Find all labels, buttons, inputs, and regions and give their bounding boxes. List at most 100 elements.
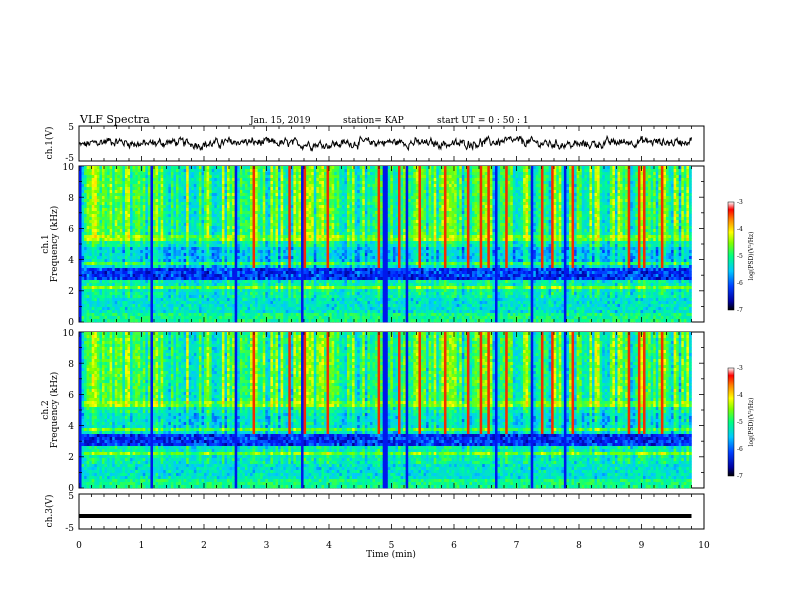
spectrogram-cell: [224, 169, 227, 172]
spectrogram-cell: [105, 196, 108, 199]
spectrogram-cell: [209, 199, 212, 202]
spectrogram-cell: [130, 217, 133, 220]
spectrogram-cell: [212, 253, 215, 256]
spectrogram-cell: [173, 319, 176, 322]
spectrogram-cell: [181, 184, 184, 187]
spectrogram-cell: [186, 202, 189, 205]
spectrogram-cell: [89, 253, 92, 256]
spectrogram-cell: [207, 238, 210, 241]
spectrogram-cell: [156, 280, 159, 283]
spectrogram-cell: [171, 223, 174, 226]
spectrogram-cell: [112, 190, 115, 193]
spectrogram-cell: [84, 166, 87, 169]
spectrogram-cell: [194, 208, 197, 211]
spectrogram-cell: [153, 289, 156, 292]
spectrogram-cell: [84, 241, 87, 244]
spectrogram-cell: [161, 190, 164, 193]
spectrogram-cell: [161, 262, 164, 265]
spectrogram-cell: [202, 223, 205, 226]
spectrogram-cell: [156, 208, 159, 211]
spectrogram-cell: [179, 214, 182, 217]
spectrogram-cell: [217, 208, 220, 211]
spectrogram-cell: [115, 274, 118, 277]
spectrogram-cell: [245, 286, 248, 289]
spectrogram-cell: [212, 310, 215, 313]
spectrogram-cell: [120, 256, 123, 259]
spectrogram-cell: [130, 205, 133, 208]
spectrogram-cell: [135, 190, 138, 193]
spectrogram-cell: [232, 229, 235, 232]
spectrogram-cell: [112, 241, 115, 244]
spectrogram-cell: [102, 265, 105, 268]
spectrogram-cell: [138, 262, 141, 265]
spectrogram-cell: [207, 310, 210, 313]
spectrogram-cell: [156, 190, 159, 193]
spectrogram-cell: [135, 316, 138, 319]
spectrogram-cell: [99, 292, 102, 295]
spectrogram-cell: [79, 250, 82, 253]
spectrogram-cell: [79, 316, 82, 319]
spectrogram-cell: [230, 301, 233, 304]
spectrogram-cell: [153, 286, 156, 289]
spectrogram-cell: [145, 316, 148, 319]
spectrogram-cell: [219, 196, 222, 199]
spectrogram-cell: [209, 286, 212, 289]
spectrogram-cell: [173, 214, 176, 217]
spectrogram-cell: [158, 283, 161, 286]
spectrogram-cell: [219, 316, 222, 319]
spectrogram-cell: [140, 265, 143, 268]
spectrogram-cell: [219, 289, 222, 292]
spectrogram-cell: [84, 169, 87, 172]
spectrogram-cell: [240, 238, 243, 241]
spectrogram-cell: [79, 175, 82, 178]
spectrogram-cell: [130, 178, 133, 181]
spectrogram-cell: [219, 262, 222, 265]
spectrogram-cell: [196, 223, 199, 226]
spectrogram-cell: [143, 223, 146, 226]
spectrogram-cell: [214, 298, 217, 301]
spectrogram-cell: [196, 238, 199, 241]
spectrogram-cell: [217, 187, 220, 190]
spectrogram-cell: [232, 211, 235, 214]
spectrogram-cell: [224, 205, 227, 208]
spectrogram-cell: [150, 184, 153, 187]
spectrogram-cell: [140, 205, 143, 208]
spectrogram-cell: [235, 166, 238, 169]
spectrogram-cell: [153, 319, 156, 322]
spectrogram-cell: [245, 256, 248, 259]
spectrogram-cell: [82, 301, 85, 304]
spectrogram-cell: [105, 283, 108, 286]
spectrogram-cell: [156, 307, 159, 310]
spectrogram-cell: [240, 262, 243, 265]
spectrogram-cell: [135, 283, 138, 286]
spectrogram-cell: [189, 172, 192, 175]
spectrogram-cell: [222, 310, 225, 313]
spectrogram-cell: [82, 238, 85, 241]
spectrogram-cell: [191, 232, 194, 235]
spectrogram-cell: [117, 238, 120, 241]
spectrogram-cell: [156, 301, 159, 304]
spectrogram-cell: [135, 205, 138, 208]
spectrogram-cell: [207, 235, 210, 238]
spectrogram-cell: [199, 250, 202, 253]
spectrogram-cell: [145, 166, 148, 169]
spectrogram-cell: [133, 259, 136, 262]
spectrogram-cell: [166, 289, 169, 292]
spectrogram-cell: [84, 271, 87, 274]
spectrogram-cell: [143, 256, 146, 259]
spectrogram-cell: [87, 169, 90, 172]
spectrogram-cell: [150, 247, 153, 250]
spectrogram-cell: [120, 307, 123, 310]
spectrogram-cell: [117, 214, 120, 217]
spectrogram-cell: [84, 229, 87, 232]
spectrogram-cell: [130, 169, 133, 172]
spectrogram-cell: [212, 178, 215, 181]
spectrogram-cell: [82, 202, 85, 205]
spectrogram-cell: [202, 247, 205, 250]
spectrogram-cell: [253, 223, 256, 226]
spectrogram-cell: [191, 196, 194, 199]
spectrogram-cell: [94, 190, 97, 193]
spectrogram-cell: [120, 193, 123, 196]
spectrogram-cell: [110, 265, 113, 268]
spectrogram-cell: [153, 211, 156, 214]
